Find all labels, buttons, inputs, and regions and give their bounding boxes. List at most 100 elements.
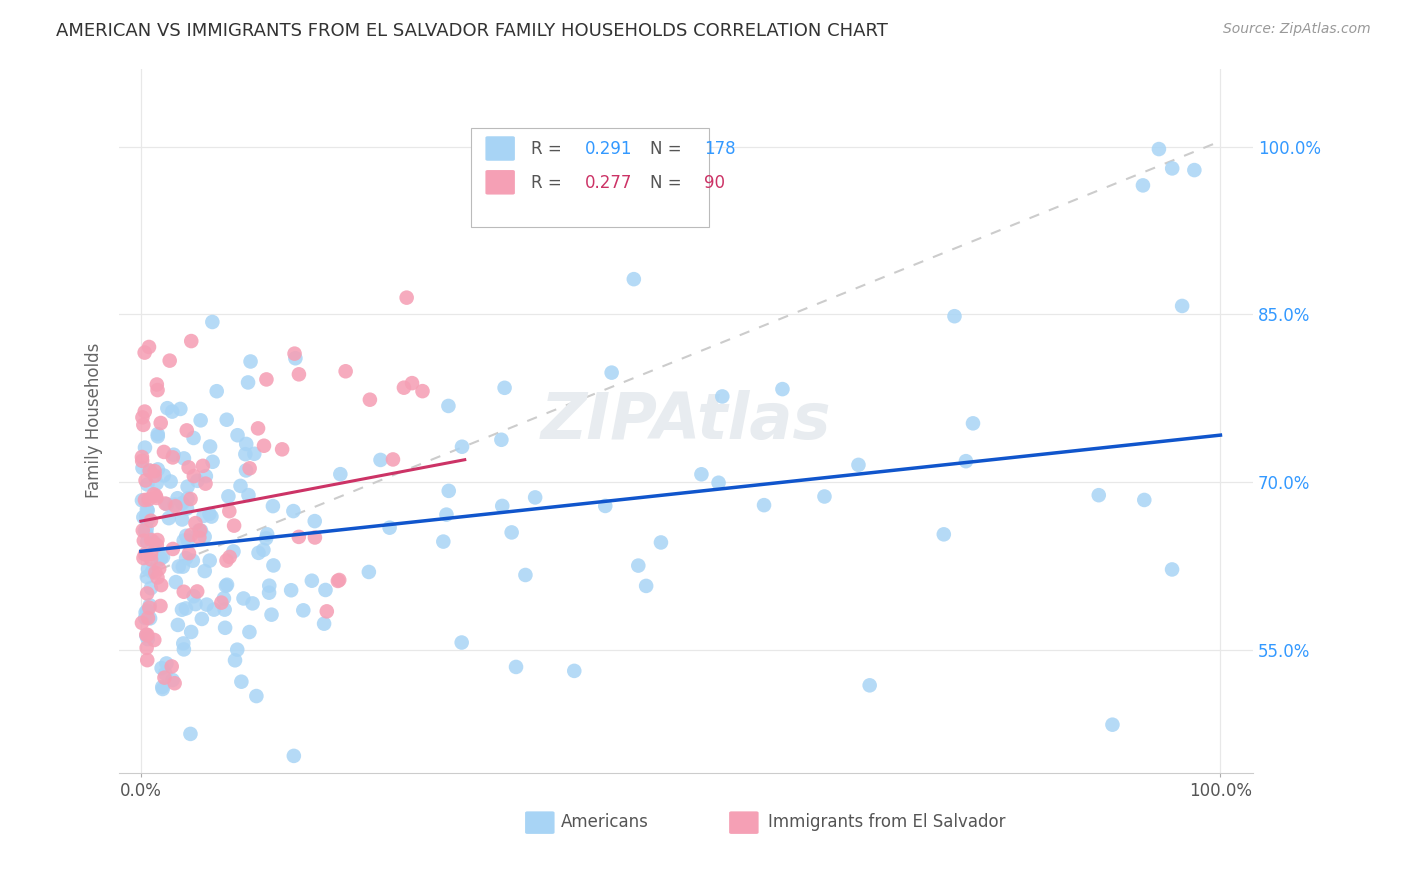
- Point: [173, 533, 195, 548]
- Point: [138, 512, 160, 526]
- Point: [215, 578, 238, 592]
- Point: [432, 534, 454, 549]
- Point: [205, 384, 228, 399]
- Point: [135, 628, 157, 642]
- Point: [188, 524, 211, 538]
- Point: [159, 475, 181, 489]
- Point: [142, 487, 165, 501]
- Point: [174, 529, 197, 543]
- Point: [198, 507, 221, 521]
- Point: [180, 625, 202, 640]
- Point: [132, 510, 155, 524]
- Point: [962, 417, 984, 431]
- Point: [134, 524, 156, 538]
- Point: [136, 534, 159, 549]
- Point: [505, 660, 527, 674]
- Point: [139, 552, 162, 566]
- Point: [280, 583, 302, 598]
- Text: Source: ZipAtlas.com: Source: ZipAtlas.com: [1223, 22, 1371, 37]
- FancyBboxPatch shape: [485, 170, 515, 194]
- Point: [813, 490, 835, 504]
- Point: [1182, 163, 1205, 178]
- Point: [173, 642, 195, 657]
- Point: [395, 291, 418, 305]
- Point: [326, 574, 349, 588]
- Point: [136, 653, 159, 667]
- Point: [180, 334, 202, 348]
- Point: [1087, 488, 1109, 502]
- Point: [494, 381, 516, 395]
- Point: [134, 404, 156, 418]
- Point: [146, 427, 169, 442]
- Point: [491, 499, 513, 513]
- Point: [162, 673, 184, 687]
- Point: [600, 366, 623, 380]
- Point: [153, 445, 176, 459]
- Point: [254, 372, 277, 386]
- Point: [180, 528, 202, 542]
- Point: [1161, 562, 1184, 576]
- Point: [236, 376, 259, 390]
- Text: 90: 90: [704, 174, 725, 192]
- Point: [183, 589, 205, 603]
- Point: [146, 383, 169, 397]
- Point: [149, 551, 172, 566]
- Text: 0.277: 0.277: [585, 174, 633, 192]
- Point: [134, 611, 156, 625]
- Point: [174, 601, 197, 615]
- Point: [134, 493, 156, 508]
- Point: [138, 492, 160, 507]
- Point: [138, 600, 160, 615]
- Point: [222, 544, 245, 558]
- Point: [200, 509, 222, 524]
- Point: [139, 547, 162, 561]
- Point: [218, 549, 240, 564]
- Point: [437, 483, 460, 498]
- Point: [226, 642, 249, 657]
- Point: [202, 602, 225, 616]
- Point: [176, 480, 198, 494]
- Point: [359, 392, 381, 407]
- Text: ZIPAtlas: ZIPAtlas: [541, 390, 831, 451]
- Point: [253, 439, 276, 453]
- Text: 178: 178: [704, 140, 735, 158]
- Point: [136, 611, 159, 625]
- Text: N =: N =: [650, 174, 686, 192]
- Point: [451, 440, 474, 454]
- Point: [283, 748, 305, 763]
- Point: [138, 340, 160, 354]
- Point: [491, 433, 513, 447]
- Point: [378, 521, 401, 535]
- Point: [262, 499, 284, 513]
- Point: [627, 558, 650, 573]
- Point: [239, 461, 262, 475]
- Point: [209, 596, 232, 610]
- Point: [194, 476, 217, 491]
- Point: [329, 467, 352, 482]
- Point: [501, 525, 523, 540]
- Point: [135, 526, 157, 541]
- Point: [163, 448, 186, 462]
- Point: [160, 659, 183, 673]
- Point: [188, 524, 211, 538]
- Point: [176, 423, 198, 437]
- Point: [167, 559, 190, 574]
- Point: [152, 681, 174, 696]
- Point: [623, 272, 645, 286]
- Point: [173, 584, 195, 599]
- Point: [262, 558, 284, 573]
- Point: [134, 547, 156, 561]
- Point: [136, 628, 159, 642]
- Point: [1101, 717, 1123, 731]
- Point: [186, 474, 208, 488]
- Point: [152, 549, 174, 564]
- Point: [181, 554, 204, 568]
- Point: [131, 615, 153, 630]
- Point: [301, 574, 323, 588]
- Point: [184, 597, 207, 611]
- Point: [146, 533, 169, 547]
- Point: [136, 562, 159, 576]
- Point: [143, 464, 166, 478]
- Point: [214, 621, 236, 635]
- Point: [149, 416, 172, 430]
